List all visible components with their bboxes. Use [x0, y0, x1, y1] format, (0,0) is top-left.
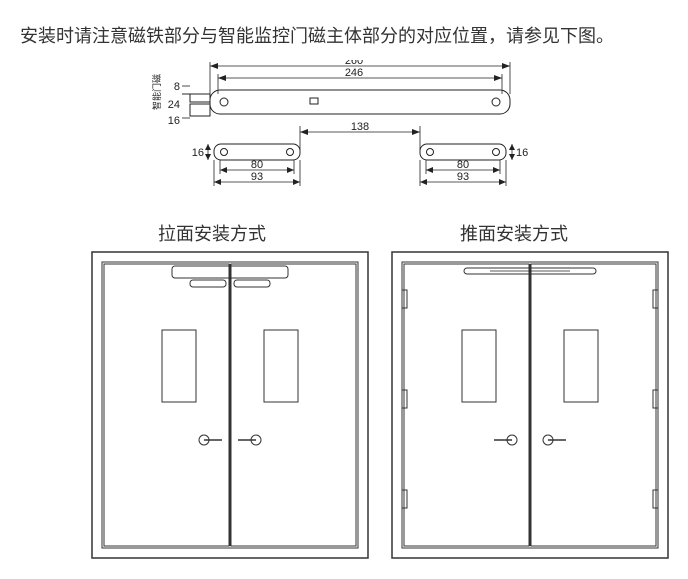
dim-260-label: 260: [345, 60, 363, 67]
door-window-right: [564, 330, 598, 402]
dim-93-left: 93: [251, 171, 263, 183]
instruction-text: 安装时请注意磁铁部分与智能监控门磁主体部分的对应位置，请参见下图。: [20, 22, 614, 48]
main-body: [190, 90, 510, 116]
dim-24: 24: [168, 99, 180, 111]
door-window-left: [462, 330, 496, 402]
dim-80-right: 80: [457, 159, 469, 171]
sub-piece-left: 16 80 93: [192, 144, 300, 186]
door-push-side: [390, 250, 670, 560]
dim-16-left: 16: [192, 147, 204, 159]
dim-246-label: 246: [345, 67, 363, 79]
door-window-right: [264, 330, 298, 402]
left-height-dims: 智能门磁 8 24 16: [151, 74, 190, 127]
pull-side-label: 拉面安装方式: [158, 220, 266, 246]
dim-93-right: 93: [457, 171, 469, 183]
door-handle-left: [494, 435, 517, 445]
dim-8: 8: [174, 81, 180, 93]
dim-16-a: 16: [168, 115, 180, 127]
dim-80-left: 80: [251, 159, 263, 171]
door-handle-right: [543, 435, 566, 445]
door-handle-left: [199, 435, 222, 445]
door-window-left: [162, 330, 196, 402]
magnet-piece-left: [190, 280, 226, 287]
magnet-piece-right: [234, 280, 270, 287]
dim-16-right: 16: [516, 147, 528, 159]
push-side-label: 推面安装方式: [460, 220, 568, 246]
dim-138: 138: [300, 121, 420, 150]
vertical-cjk-label: 智能门磁: [151, 74, 162, 110]
dimension-diagram: 260 246 智能门磁 8 24 16: [130, 60, 550, 200]
door-handle-right: [238, 435, 261, 445]
sub-piece-right: 16 80 93: [420, 144, 528, 186]
door-pull-side: [90, 250, 370, 560]
dim-138-label: 138: [351, 121, 369, 133]
